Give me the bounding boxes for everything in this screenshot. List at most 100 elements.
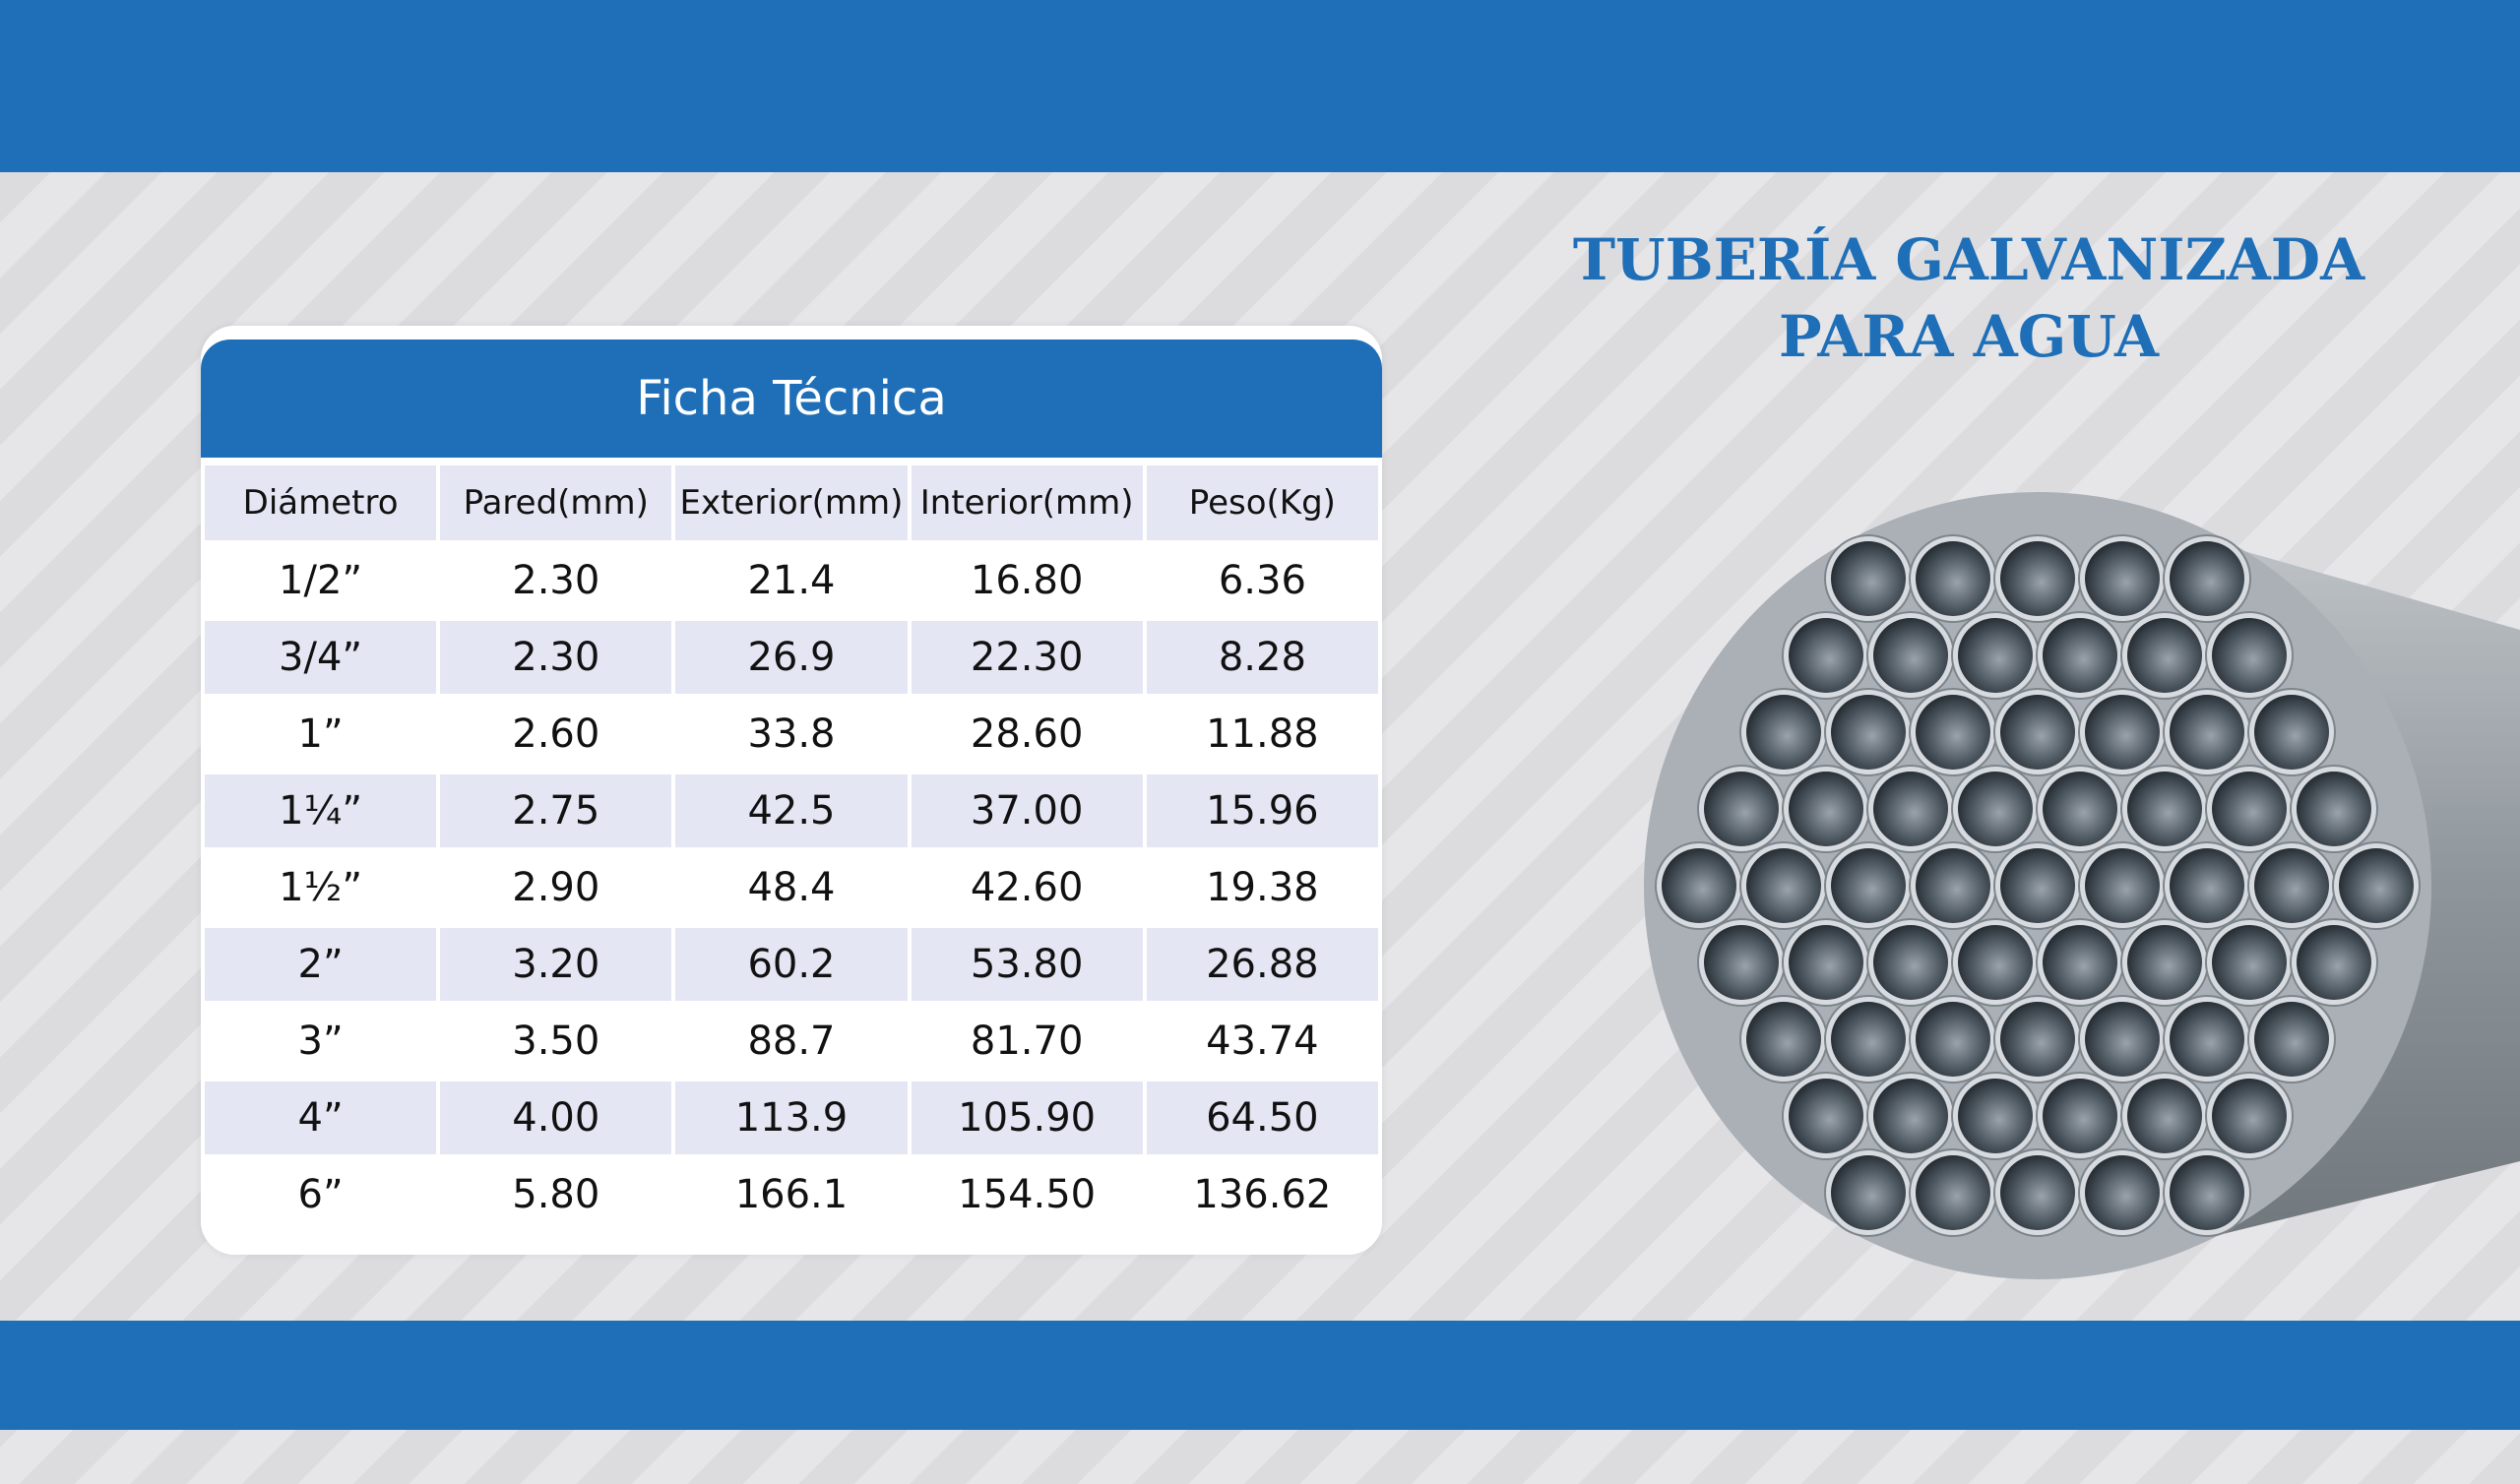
table-cell: 88.7 xyxy=(671,1001,912,1082)
pipe-shape xyxy=(1873,772,1948,846)
table-cell: 42.5 xyxy=(671,771,912,851)
pipe-shape xyxy=(1662,848,1736,923)
page-title: TUBERÍA GALVANIZADA PARA AGUA xyxy=(1477,221,2461,375)
pipe-shape xyxy=(2043,925,2117,1000)
pipe-shape xyxy=(2339,848,2414,923)
pipe-shape xyxy=(1873,925,1948,1000)
table-cell: 1¼” xyxy=(201,771,441,851)
pipe-shape xyxy=(1873,1079,1948,1153)
table-cell: 166.1 xyxy=(671,1154,912,1235)
column-header: Diámetro xyxy=(201,462,441,544)
pipe-shape xyxy=(1746,1002,1821,1077)
pipe-shape xyxy=(1958,772,2033,846)
table-row: 2” 3.20 60.2 53.80 26.88 xyxy=(201,924,1382,1005)
pipe-shape xyxy=(2085,695,2160,770)
table-row: 3” 3.50 88.7 81.70 43.74 xyxy=(201,1001,1382,1082)
pipe-shape xyxy=(1831,848,1906,923)
table-cell: 6.36 xyxy=(1142,540,1382,621)
table-row: 1/2” 2.30 21.4 16.80 6.36 xyxy=(201,540,1382,621)
table-cell: 53.80 xyxy=(907,924,1147,1005)
table-cell: 33.8 xyxy=(671,694,912,774)
column-header: Interior(mm) xyxy=(907,462,1147,544)
table-row: 6” 5.80 166.1 154.50 136.62 xyxy=(201,1154,1382,1235)
table-cell: 1” xyxy=(201,694,441,774)
table-title: Ficha Técnica xyxy=(201,340,1382,458)
pipe-shape xyxy=(2254,695,2329,770)
pipe-shape xyxy=(1789,925,1863,1000)
table-cell: 64.50 xyxy=(1142,1078,1382,1158)
table-cell: 3.50 xyxy=(436,1001,676,1082)
column-header: Exterior(mm) xyxy=(671,462,912,544)
pipe-shape xyxy=(1704,925,1779,1000)
bottom-band xyxy=(0,1321,2520,1430)
pipe-shape xyxy=(1873,618,1948,693)
pipe-shape xyxy=(1789,772,1863,846)
pipe-shape xyxy=(2000,695,2075,770)
top-band xyxy=(0,0,2520,172)
pipe-shape xyxy=(2254,1002,2329,1077)
pipe-shape xyxy=(2170,1002,2244,1077)
pipe-shape xyxy=(2170,695,2244,770)
pipe-shape xyxy=(2127,925,2202,1000)
table-cell: 2.75 xyxy=(436,771,676,851)
table-cell: 2.60 xyxy=(436,694,676,774)
pipe-shape xyxy=(2043,1079,2117,1153)
table-row: 1” 2.60 33.8 28.60 11.88 xyxy=(201,694,1382,774)
pipe-shape xyxy=(2212,618,2287,693)
pipe-shape xyxy=(2000,1155,2075,1230)
pipe-shape xyxy=(1916,1002,1990,1077)
table-cell: 3.20 xyxy=(436,924,676,1005)
table-cell: 15.96 xyxy=(1142,771,1382,851)
pipe-shape xyxy=(1916,848,1990,923)
table-cell: 113.9 xyxy=(671,1078,912,1158)
table-cell: 19.38 xyxy=(1142,847,1382,928)
pipe-shape xyxy=(2127,772,2202,846)
pipe-shape xyxy=(1958,925,2033,1000)
spec-table: Diámetro Pared(mm) Exterior(mm) Interior(mm… xyxy=(201,462,1382,1235)
table-cell: 26.9 xyxy=(671,617,912,698)
column-header: Peso(Kg) xyxy=(1142,462,1382,544)
table-cell: 6” xyxy=(201,1154,441,1235)
title-line: TUBERÍA GALVANIZADA xyxy=(1572,226,2365,293)
table-cell: 21.4 xyxy=(671,540,912,621)
table-cell: 11.88 xyxy=(1142,694,1382,774)
pipe-shape xyxy=(1831,541,1906,616)
table-cell: 105.90 xyxy=(907,1078,1147,1158)
pipe-shape xyxy=(2043,772,2117,846)
pipe-shape xyxy=(1789,618,1863,693)
pipe-shape xyxy=(2297,925,2371,1000)
table-cell: 2.90 xyxy=(436,847,676,928)
table-row: 3/4” 2.30 26.9 22.30 8.28 xyxy=(201,617,1382,698)
table-cell: 37.00 xyxy=(907,771,1147,851)
pipe-shape xyxy=(1746,695,1821,770)
table-cell: 8.28 xyxy=(1142,617,1382,698)
title-line: PARA AGUA xyxy=(1778,303,2160,370)
pipe-shape xyxy=(2000,848,2075,923)
pipe-shape xyxy=(1958,1079,2033,1153)
table-cell: 136.62 xyxy=(1142,1154,1382,1235)
table-cell: 1/2” xyxy=(201,540,441,621)
pipe-shape xyxy=(2000,1002,2075,1077)
pipe-shape xyxy=(2170,541,2244,616)
pipe-shape xyxy=(1916,541,1990,616)
table-cell: 22.30 xyxy=(907,617,1147,698)
table-cell: 2.30 xyxy=(436,617,676,698)
table-row: 1½” 2.90 48.4 42.60 19.38 xyxy=(201,847,1382,928)
table-cell: 42.60 xyxy=(907,847,1147,928)
table-cell: 4” xyxy=(201,1078,441,1158)
pipe-shape xyxy=(2127,1079,2202,1153)
pipe-shape xyxy=(1916,695,1990,770)
pipe-shape xyxy=(1831,695,1906,770)
header-row: Diámetro Pared(mm) Exterior(mm) Interior(mm… xyxy=(201,462,1382,544)
spec-card: Ficha Técnica Diámetro Pared(mm) Exterior(… xyxy=(201,326,1382,1255)
pipe-shape xyxy=(2212,1079,2287,1153)
table-cell: 2.30 xyxy=(436,540,676,621)
pipe-shape xyxy=(1746,848,1821,923)
pipe-shape xyxy=(1831,1002,1906,1077)
table-cell: 4.00 xyxy=(436,1078,676,1158)
table-cell: 5.80 xyxy=(436,1154,676,1235)
table-cell: 43.74 xyxy=(1142,1001,1382,1082)
pipe-shape xyxy=(1789,1079,1863,1153)
table-cell: 28.60 xyxy=(907,694,1147,774)
table-cell: 2” xyxy=(201,924,441,1005)
